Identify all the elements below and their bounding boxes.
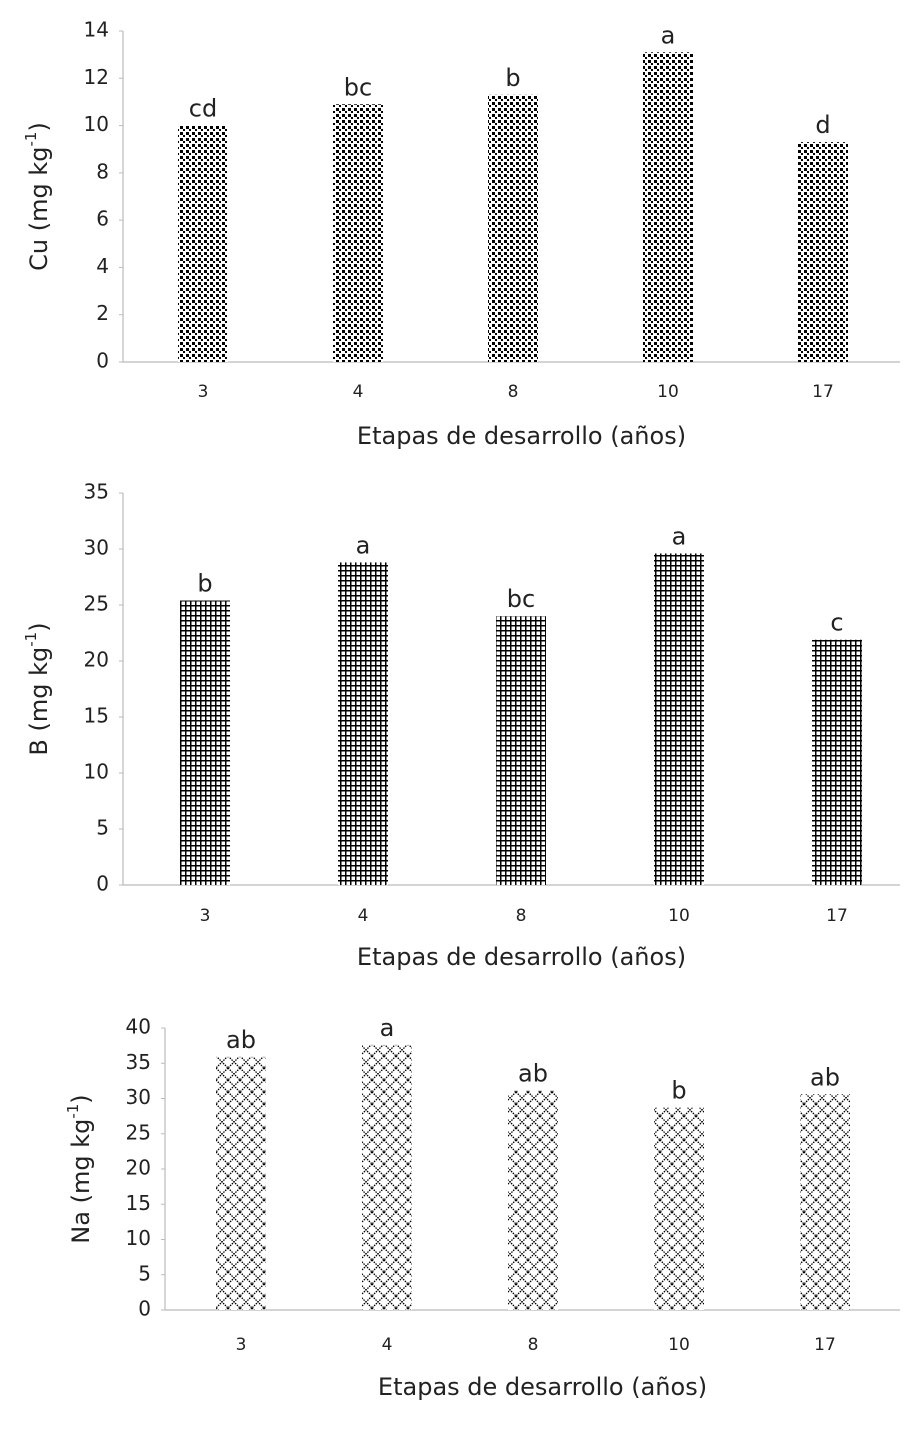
x-tick-label: 10 [668, 1335, 690, 1355]
chart-panel: 0 5 10 15 20 25 30 35 40 3 ab 4 a 8 ab 10 b 17 ab Etapas de… [64, 1014, 900, 1401]
y-axis-title: B (mg kg-1) [22, 622, 54, 755]
bar [496, 616, 546, 885]
bar-annotation: ab [810, 1063, 840, 1091]
x-tick-label: 4 [353, 382, 364, 402]
bar-annotation: cd [189, 95, 217, 123]
bar [812, 639, 862, 885]
bar [643, 52, 693, 363]
y-tick-label: 0 [138, 1297, 151, 1321]
y-axis-title-main: B (mg kg [25, 647, 53, 756]
x-tick-label: 3 [198, 382, 209, 402]
y-tick-label: 30 [84, 536, 109, 560]
x-tick-label: 8 [528, 1335, 539, 1355]
bar-annotation: d [815, 111, 830, 139]
y-tick-label: 35 [126, 1050, 151, 1074]
chart-panel: 0 5 10 15 20 25 30 35 3 b 4 a 8 bc 10 a 17 c Etapas de des… [22, 480, 900, 971]
y-tick-label: 0 [96, 872, 109, 896]
y-axis-title-main: Na (mg kg [67, 1119, 95, 1244]
x-axis-title: Etapas de desarrollo (años) [378, 1373, 707, 1401]
bar [216, 1056, 266, 1310]
x-tick-label: 10 [657, 382, 679, 402]
y-axis-title-end: ) [25, 622, 53, 631]
x-tick-label: 17 [826, 906, 848, 926]
y-tick-label: 30 [126, 1085, 151, 1109]
y-axis-title: Na (mg kg-1) [64, 1094, 96, 1243]
chart-panel: 0 2 4 6 8 10 12 14 3 cd 4 bc 8 b 10 a 17 d Etapas de desar… [22, 18, 900, 450]
y-tick-label: 4 [96, 254, 109, 278]
y-tick-label: 8 [96, 159, 109, 183]
bar [362, 1044, 412, 1310]
y-axis-title-main: Cu (mg kg [25, 147, 53, 271]
x-tick-label: 3 [236, 1335, 247, 1355]
bar-annotation: ab [226, 1026, 256, 1054]
x-axis-title: Etapas de desarrollo (años) [357, 943, 686, 971]
bar-annotation: c [830, 609, 843, 637]
bar [654, 1107, 704, 1310]
x-tick-label: 4 [358, 906, 369, 926]
y-tick-label: 40 [126, 1015, 151, 1039]
bar-annotation: a [661, 21, 676, 49]
bar-annotation: b [505, 64, 520, 92]
bar-annotation: bc [344, 73, 372, 101]
bar [798, 142, 848, 362]
bar-annotation: a [380, 1014, 395, 1042]
x-tick-label: 10 [668, 906, 690, 926]
y-tick-label: 5 [138, 1261, 151, 1285]
y-tick-label: 15 [84, 704, 109, 728]
bar-annotation: b [671, 1077, 686, 1105]
bar-annotation: ab [518, 1060, 548, 1088]
y-tick-label: 10 [84, 760, 109, 784]
y-tick-label: 35 [84, 480, 109, 504]
y-tick-label: 15 [126, 1191, 151, 1215]
y-tick-label: 20 [126, 1156, 151, 1180]
bar-annotation: a [356, 531, 371, 559]
x-tick-label: 8 [508, 382, 519, 402]
y-axis-title-sup: -1 [22, 632, 40, 647]
x-axis-title: Etapas de desarrollo (años) [357, 422, 686, 450]
y-tick-label: 10 [84, 112, 109, 136]
bar [338, 562, 388, 885]
y-axis-title-end: ) [25, 122, 53, 131]
y-tick-label: 2 [96, 301, 109, 325]
y-tick-label: 5 [96, 816, 109, 840]
y-tick-label: 25 [126, 1120, 151, 1144]
x-tick-label: 4 [382, 1335, 393, 1355]
bar [180, 600, 230, 885]
bar [488, 94, 538, 362]
y-tick-label: 25 [84, 592, 109, 616]
bar-annotation: a [672, 522, 687, 550]
x-tick-label: 17 [814, 1335, 836, 1355]
y-tick-label: 12 [84, 65, 109, 89]
y-axis-title-sup: -1 [22, 132, 40, 147]
bar-annotation: b [197, 570, 212, 598]
bar [333, 104, 383, 363]
y-tick-label: 14 [84, 18, 109, 42]
bar-annotation: bc [507, 585, 535, 613]
x-tick-label: 8 [516, 906, 527, 926]
bar [178, 125, 228, 362]
y-axis-title-sup: -1 [64, 1104, 82, 1119]
y-tick-label: 20 [84, 648, 109, 672]
y-tick-label: 6 [96, 207, 109, 231]
y-tick-label: 0 [96, 349, 109, 373]
y-axis-title: Cu (mg kg-1) [22, 122, 54, 271]
bar [508, 1090, 558, 1310]
x-tick-label: 3 [200, 906, 211, 926]
y-tick-label: 10 [126, 1226, 151, 1250]
bar [800, 1094, 850, 1310]
x-tick-label: 17 [812, 382, 834, 402]
y-axis-title-end: ) [67, 1094, 95, 1103]
bar [654, 553, 704, 885]
